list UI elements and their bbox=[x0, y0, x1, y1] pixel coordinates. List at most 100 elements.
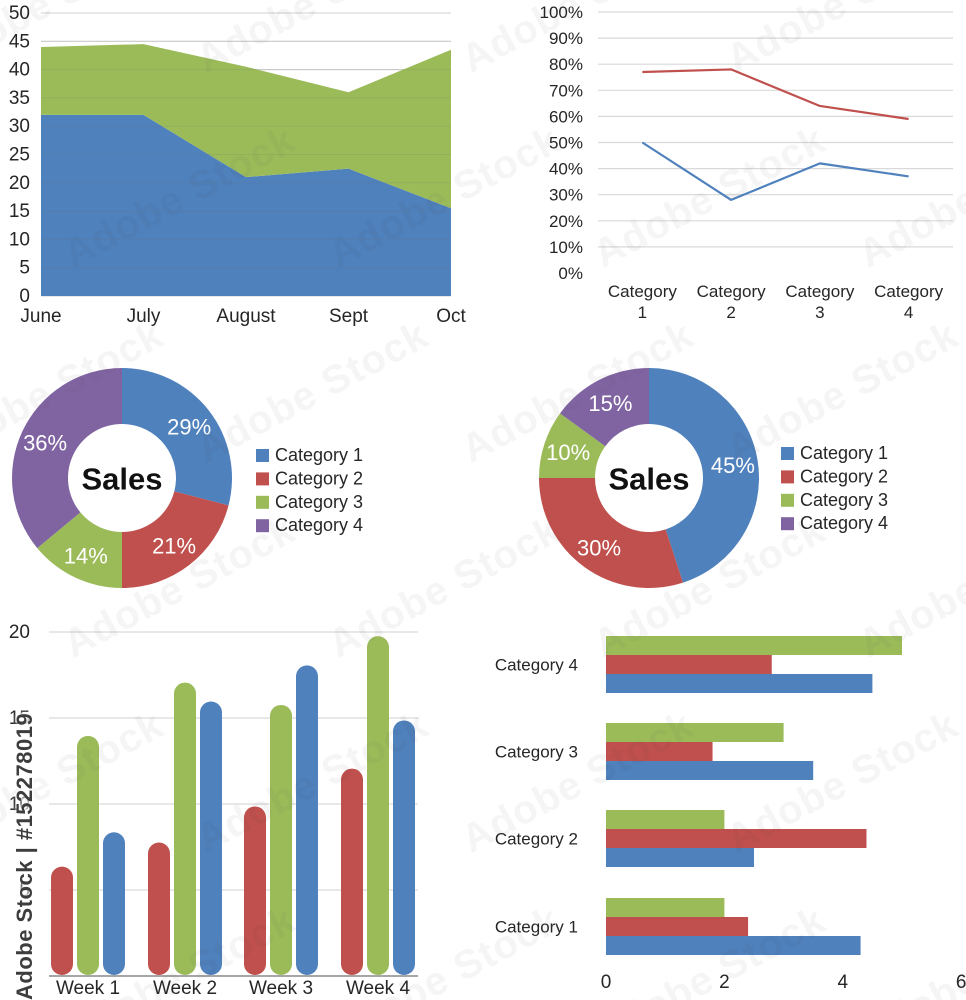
x-axis-label: 3 bbox=[815, 303, 824, 322]
y-axis-label: 15 bbox=[9, 201, 30, 222]
legend-swatch-green bbox=[781, 493, 794, 507]
horizontal-bar-chart: Category 4 Category 3 Category 2 Category 1… bbox=[495, 636, 966, 993]
x-axis-label: Week 3 bbox=[249, 978, 313, 999]
x-axis-label: 6 bbox=[956, 972, 966, 993]
column-red bbox=[148, 842, 170, 975]
hbar-red bbox=[606, 829, 867, 848]
donut-slice-purple bbox=[560, 368, 649, 447]
y-axis-label: 30% bbox=[549, 186, 583, 205]
slice-percent-label: 45% bbox=[711, 453, 755, 478]
legend-label: Category 3 bbox=[800, 490, 888, 510]
legend-swatch-purple bbox=[256, 519, 269, 533]
y-axis-label: 35 bbox=[9, 88, 30, 109]
legend-label: Category 1 bbox=[275, 445, 363, 465]
hbar-green bbox=[606, 810, 725, 829]
hbar-red bbox=[606, 917, 749, 936]
x-axis-label: Category bbox=[785, 282, 854, 301]
donut-chart-right: 45% 30% 10% 15% Sales Category 1 Category 2 Cat… bbox=[539, 368, 888, 588]
y-axis-label: 5 bbox=[19, 258, 30, 279]
legend-swatch-red bbox=[256, 472, 269, 486]
x-axis-label: Oct bbox=[436, 306, 466, 327]
x-axis-label: 0 bbox=[601, 972, 612, 993]
y-axis-label: 0% bbox=[558, 264, 583, 283]
legend-label: Category 1 bbox=[800, 443, 888, 463]
y-axis-label: 20 bbox=[9, 622, 30, 643]
slice-percent-label: 15% bbox=[588, 391, 632, 416]
y-axis-label: 30 bbox=[9, 116, 30, 137]
hbar-blue bbox=[606, 761, 814, 780]
legend-label: Category 2 bbox=[800, 466, 888, 486]
slice-percent-label: 36% bbox=[23, 430, 67, 455]
rounded-bar-chart: Week 1 Week 2 Week 3 Week 4 5 10 15 20 bbox=[9, 622, 418, 999]
hbar-blue bbox=[606, 674, 873, 693]
legend-swatch-blue bbox=[256, 449, 269, 462]
donut-chart-left: 29% 21% 14% 36% Sales Category 1 Category 2 Cat… bbox=[12, 368, 363, 588]
y-axis-label: 100% bbox=[540, 3, 583, 22]
donut-center-title: Sales bbox=[81, 462, 162, 497]
y-axis-label: 50 bbox=[9, 3, 30, 24]
legend-label: Category 2 bbox=[275, 468, 363, 488]
line-series-red bbox=[642, 68, 909, 121]
area-series-blue bbox=[41, 114, 451, 296]
x-axis-label: Category bbox=[874, 282, 943, 301]
stacked-area-chart: 0 5 10 15 20 25 30 35 40 45 50 June July August Sept Oc… bbox=[9, 3, 467, 327]
column-blue bbox=[103, 832, 125, 975]
column-red bbox=[244, 806, 266, 975]
x-axis-label: August bbox=[216, 306, 276, 327]
x-axis-label: Week 1 bbox=[56, 978, 120, 999]
column-blue bbox=[296, 665, 318, 975]
x-axis-label: Week 2 bbox=[153, 978, 217, 999]
column-green bbox=[174, 682, 196, 975]
donut-slice-red bbox=[122, 491, 229, 588]
legend-label: Category 3 bbox=[275, 492, 363, 512]
slice-percent-label: 21% bbox=[152, 534, 196, 559]
category-label: Category 1 bbox=[495, 918, 578, 937]
category-label: Category 3 bbox=[495, 743, 578, 762]
y-axis-label: 10 bbox=[9, 794, 30, 815]
donut-slice-green bbox=[539, 413, 606, 478]
hbar-red bbox=[606, 655, 772, 674]
donut-slice-green bbox=[37, 512, 122, 588]
x-axis-label: Week 4 bbox=[346, 978, 411, 999]
area-series-green bbox=[41, 44, 451, 209]
hbar-blue bbox=[606, 848, 754, 867]
column-green bbox=[270, 704, 292, 975]
y-axis-label: 40 bbox=[9, 60, 30, 81]
y-axis-label: 0 bbox=[19, 286, 30, 307]
y-axis-label: 50% bbox=[549, 134, 583, 153]
slice-percent-label: 10% bbox=[546, 440, 590, 465]
category-label: Category 4 bbox=[495, 656, 578, 675]
x-axis-label: June bbox=[20, 306, 61, 327]
y-axis-label: 20% bbox=[549, 212, 583, 231]
y-axis-label: 15 bbox=[9, 708, 30, 729]
x-axis-label: July bbox=[127, 306, 161, 327]
legend-label: Category 4 bbox=[800, 513, 888, 533]
y-axis-label: 20 bbox=[9, 173, 30, 194]
y-axis-label: 5 bbox=[19, 880, 30, 901]
x-axis-label: 1 bbox=[638, 303, 647, 322]
hbar-blue bbox=[606, 936, 861, 955]
y-axis-label: 45 bbox=[9, 31, 30, 52]
column-red bbox=[51, 866, 73, 975]
x-axis-label: Category bbox=[608, 282, 677, 301]
column-blue bbox=[200, 701, 222, 975]
hbar-red bbox=[606, 742, 713, 761]
hbar-green bbox=[606, 898, 725, 917]
line-chart: 0% 10% 20% 30% 40% 50% 60% 70% 80% 90% 100% Categor… bbox=[540, 3, 953, 322]
y-axis-label: 90% bbox=[549, 29, 583, 48]
donut-slice-purple bbox=[12, 368, 122, 549]
hbar-green bbox=[606, 636, 902, 655]
legend-label: Category 4 bbox=[275, 515, 363, 535]
legend-swatch-purple bbox=[781, 517, 794, 531]
x-axis-label: 4 bbox=[904, 303, 913, 322]
x-axis-label: Category bbox=[697, 282, 766, 301]
x-axis-label: Sept bbox=[329, 306, 369, 327]
column-green bbox=[367, 636, 389, 975]
legend-swatch-green bbox=[256, 495, 269, 509]
x-axis-label: 4 bbox=[838, 972, 849, 993]
column-blue bbox=[393, 720, 415, 975]
column-red bbox=[341, 768, 363, 975]
y-axis-label: 40% bbox=[549, 160, 583, 179]
category-label: Category 2 bbox=[495, 830, 578, 849]
